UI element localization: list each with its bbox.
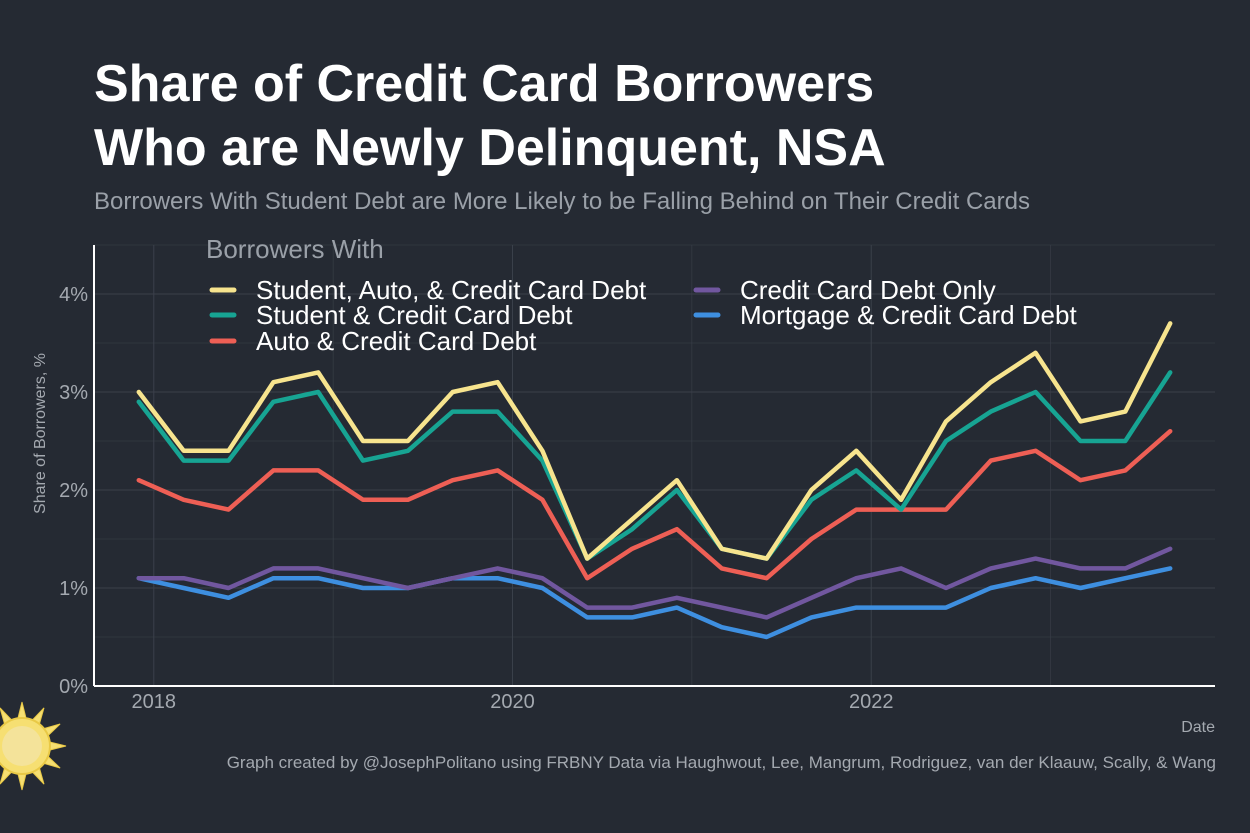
x-axis-title: Date (1181, 719, 1215, 736)
series-line-3 (136, 428, 1173, 581)
series-line-4 (136, 546, 1173, 620)
legend-label: Student, Auto, & Credit Card Debt (256, 275, 647, 305)
chart-title-line-1: Share of Credit Card Borrowers (94, 55, 875, 113)
legend-item: Student, Auto, & Credit Card Debt (209, 275, 647, 305)
y-tick-label: 3% (59, 382, 88, 404)
y-tick-label: 2% (59, 480, 88, 502)
series-line-2 (136, 370, 1173, 561)
legend-title: Borrowers With (206, 234, 384, 264)
series-line-1 (136, 321, 1173, 561)
y-tick-label: 0% (59, 676, 88, 698)
x-tick-label: 2020 (490, 691, 535, 713)
legend-label: Student & Credit Card Debt (256, 300, 573, 330)
series-line-5 (136, 566, 1173, 640)
legend-item: Student & Credit Card Debt (209, 300, 573, 330)
sun-icon (0, 701, 67, 791)
y-tick-label: 4% (59, 284, 88, 306)
series-lines (136, 321, 1173, 640)
chart-title-line-2: Who are Newly Delinquent, NSA (94, 119, 886, 177)
y-axis-title: Share of Borrowers, % (32, 353, 49, 514)
chart-subtitle: Borrowers With Student Debt are More Lik… (94, 188, 1030, 215)
legend-item: Credit Card Debt Only (693, 275, 996, 305)
grid (94, 244, 1215, 686)
x-tick-label: 2022 (849, 691, 894, 713)
chart-title: Share of Credit Card Borrowers Who are N… (94, 52, 886, 180)
y-tick-label: 1% (59, 578, 88, 600)
axes: 0% 1% 2% 3% 4% 2018 2020 2022 Date Share of Borro… (32, 245, 1215, 736)
legend-label: Mortgage & Credit Card Debt (740, 300, 1077, 330)
legend-label: Credit Card Debt Only (740, 275, 996, 305)
legend: Borrowers With Student, Auto, & Credit Ca… (206, 234, 1077, 356)
legend-item: Mortgage & Credit Card Debt (693, 300, 1077, 330)
legend-label: Auto & Credit Card Debt (256, 326, 537, 356)
source-caption: Graph created by @JosephPolitano using F… (226, 753, 1216, 772)
x-tick-label: 2018 (132, 691, 177, 713)
legend-item: Auto & Credit Card Debt (209, 326, 537, 356)
